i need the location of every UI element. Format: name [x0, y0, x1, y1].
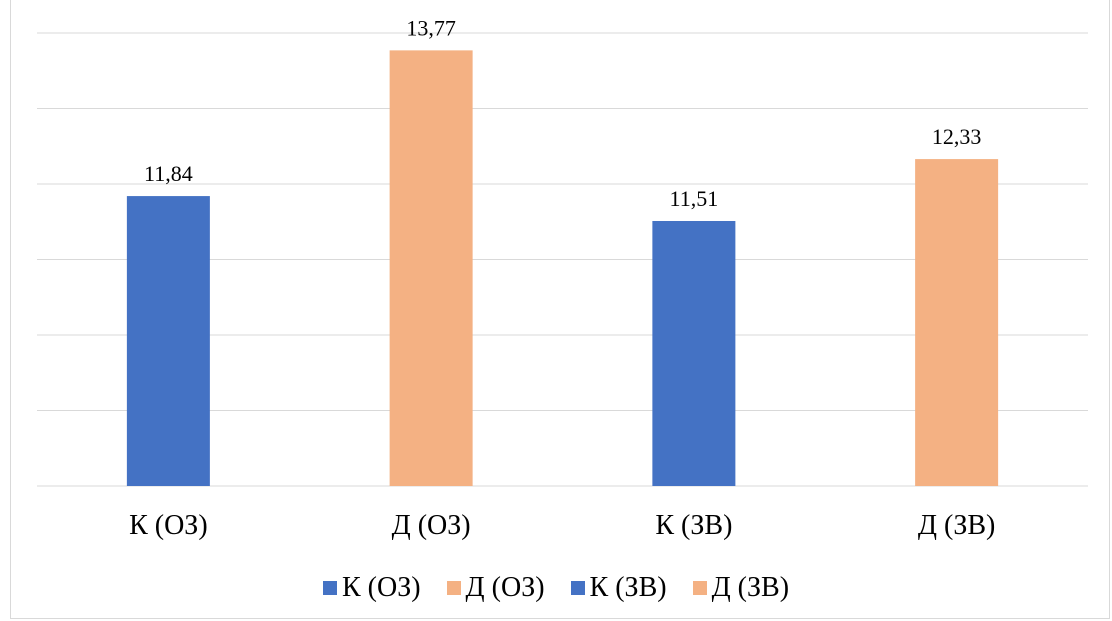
legend-label-3: К (ЗВ)	[589, 572, 667, 603]
data-label-1: 11,84	[144, 161, 193, 186]
gridlines	[37, 32, 1088, 487]
bar-chart: 11,84 13,77 11,51 12,33 К (ОЗ) Д (ОЗ) К (ЗВ) Д…	[37, 15, 1088, 541]
legend-item-1: К (ОЗ)	[322, 572, 421, 604]
bar-4	[915, 159, 999, 486]
legend-swatch-3	[570, 581, 585, 595]
legend-swatch-1	[322, 581, 337, 595]
legend-swatch-4	[692, 581, 707, 595]
legend-item-3: К (ЗВ)	[570, 572, 667, 604]
x-tick-label-2: Д (ОЗ)	[392, 510, 471, 541]
bar-2	[389, 50, 473, 487]
legend-label-2: Д (ОЗ)	[465, 572, 545, 603]
bar-1	[126, 196, 210, 486]
legend-item-4: Д (ЗВ)	[692, 572, 790, 604]
value-labels: 11,84 13,77 11,51 12,33	[144, 15, 981, 211]
legend-swatch-2	[446, 581, 461, 595]
bars	[126, 50, 999, 487]
chart-frame	[10, 0, 1110, 619]
data-label-4: 12,33	[932, 124, 982, 149]
legend: К (ОЗ) Д (ОЗ) К (ЗВ) Д (ЗВ)	[0, 572, 1112, 604]
x-axis-tick-labels: К (ОЗ) Д (ОЗ) К (ЗВ) Д (ЗВ)	[129, 510, 995, 541]
legend-label-4: Д (ЗВ)	[711, 572, 790, 603]
x-tick-label-1: К (ОЗ)	[129, 510, 208, 541]
x-tick-label-4: Д (ЗВ)	[918, 510, 995, 541]
data-label-2: 13,77	[406, 15, 456, 40]
bar-3	[652, 220, 736, 486]
legend-label-1: К (ОЗ)	[341, 572, 421, 603]
data-label-3: 11,51	[670, 186, 719, 211]
legend-item-2: Д (ОЗ)	[446, 572, 545, 604]
x-tick-label-3: К (ЗВ)	[655, 510, 732, 541]
